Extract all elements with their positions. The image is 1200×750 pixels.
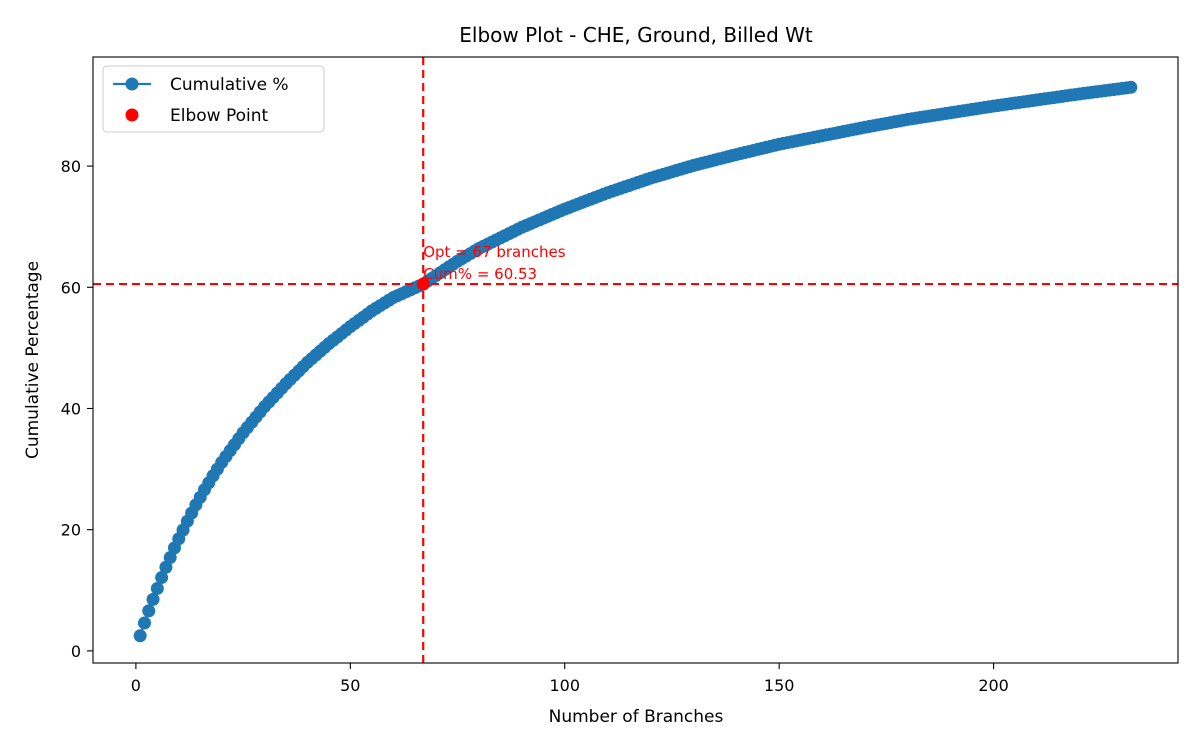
series-point (137, 616, 151, 630)
x-tick-label: 200 (978, 676, 1009, 695)
x-tick-label: 0 (131, 676, 141, 695)
annotation-optimal: Opt = 67 branches (423, 243, 566, 261)
plot-area: Opt = 67 branches Cum% = 60.53 (92, 56, 1179, 664)
elbow-point-marker (416, 277, 430, 291)
plot-frame (92, 56, 1179, 664)
legend-marker-swatch (125, 77, 139, 91)
series-point (155, 571, 169, 585)
series-point (159, 560, 173, 574)
x-tick-label: 50 (340, 676, 360, 695)
chart-title: Elbow Plot - CHE, Ground, Billed Wt (459, 23, 813, 47)
series-group (133, 80, 1138, 643)
series-point (1124, 80, 1138, 94)
y-tick-label: 60 (61, 278, 81, 297)
series-point (146, 592, 160, 606)
annotation-cumulative: Cum% = 60.53 (423, 265, 537, 283)
y-tick-label: 80 (61, 157, 81, 176)
x-tick-label: 150 (764, 676, 795, 695)
x-tick-label: 100 (549, 676, 580, 695)
y-tick-label: 20 (61, 521, 81, 540)
series-point (133, 629, 147, 643)
y-tick-label: 40 (61, 399, 81, 418)
y-axis-label: Cumulative Percentage (23, 261, 43, 459)
series-point (150, 581, 164, 595)
legend-box (102, 65, 325, 133)
series-point (163, 551, 177, 565)
series-point (142, 604, 156, 618)
x-axis-label: Number of Branches (549, 707, 724, 727)
legend-label-cumulative: Cumulative % (170, 75, 289, 95)
legend-label-elbow: Elbow Point (170, 106, 269, 126)
legend-elbow-swatch (125, 108, 139, 122)
y-tick-label: 0 (71, 642, 81, 661)
y-axis-ticks: 0 20 40 60 80 (61, 157, 93, 661)
legend: Cumulative % Elbow Point (102, 65, 325, 133)
x-axis-ticks: 0 50 100 150 200 (131, 663, 1009, 695)
